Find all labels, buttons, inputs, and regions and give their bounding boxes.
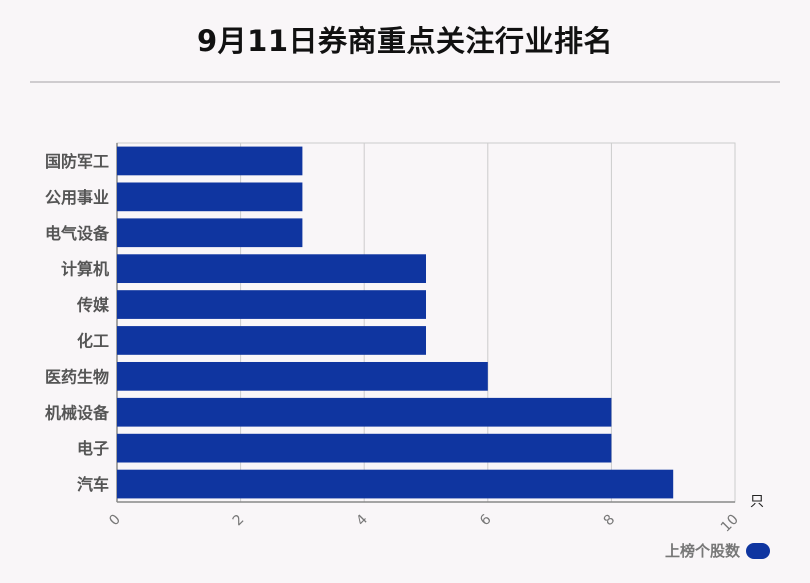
bar	[117, 397, 612, 427]
x-tick-label: 4	[353, 511, 371, 529]
x-tick-label: 10	[718, 512, 742, 536]
bar	[117, 218, 303, 248]
bar	[117, 361, 488, 391]
y-tick-label: 计算机	[61, 260, 109, 279]
x-tick-label: 6	[477, 511, 495, 529]
y-tick-label: 医药生物	[45, 367, 109, 386]
bar	[117, 469, 674, 499]
legend-label: 上榜个股数	[664, 542, 740, 560]
x-tick-label: 2	[230, 512, 248, 530]
y-tick-label: 电子	[77, 439, 109, 458]
bar	[117, 326, 426, 355]
x-tick-label: 8	[601, 512, 619, 530]
y-tick-label: 化工	[77, 331, 109, 350]
legend-swatch	[746, 542, 770, 559]
title-divider	[30, 81, 780, 83]
bar	[117, 254, 426, 284]
bar	[117, 146, 303, 176]
bar	[117, 290, 426, 319]
y-tick-label: 公用事业	[45, 188, 109, 207]
y-tick-label: 传媒	[76, 296, 110, 315]
x-unit-label: 只	[750, 494, 764, 510]
y-tick-label: 国防军工	[45, 152, 109, 171]
y-tick-label: 汽车	[77, 475, 109, 494]
x-tick-label: 0	[106, 512, 124, 530]
y-tick-label: 机械设备	[45, 403, 110, 422]
chart-title: 9月11日券商重点关注行业排名	[196, 24, 614, 58]
legend[interactable]: 上榜个股数	[665, 540, 770, 561]
y-tick-label: 电气设备	[45, 224, 110, 243]
bar	[117, 182, 303, 212]
bar	[117, 433, 612, 463]
